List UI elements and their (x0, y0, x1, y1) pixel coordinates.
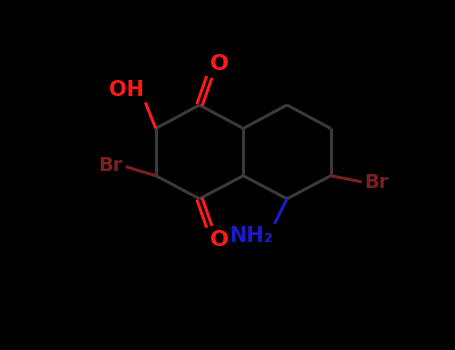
Text: Br: Br (99, 156, 123, 175)
Text: O: O (210, 230, 229, 250)
Text: OH: OH (109, 80, 144, 100)
Text: O: O (210, 54, 229, 74)
Text: NH₂: NH₂ (229, 226, 273, 246)
Text: Br: Br (364, 173, 389, 192)
